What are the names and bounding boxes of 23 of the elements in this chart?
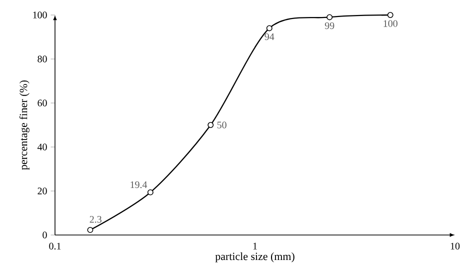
- x-tick-label: 10: [450, 242, 460, 250]
- y-tick-label: 60: [38, 100, 47, 106]
- point: [266, 25, 272, 32]
- data-label: 99: [324, 22, 334, 30]
- y-axis-title: percentage finer (%): [19, 80, 30, 170]
- x-tick-label: 0.1: [49, 242, 61, 250]
- x-tick-label: 1: [253, 242, 257, 250]
- point: [326, 14, 333, 20]
- data-label: 100: [384, 20, 398, 27]
- data-label: 2.3: [90, 216, 102, 223]
- y-tick-label: 20: [38, 188, 47, 194]
- y-tick-label: 80: [38, 56, 47, 62]
- data-label: 94: [264, 33, 274, 40]
- data-label: 19.4: [130, 181, 148, 188]
- point: [208, 122, 214, 128]
- point: [87, 226, 94, 233]
- point: [147, 189, 154, 196]
- y-tick-label: 100: [33, 12, 47, 18]
- data-label: 50: [217, 122, 226, 128]
- y-tick-label: 0: [42, 232, 47, 238]
- point: [387, 12, 394, 18]
- x-axis-title: particle size (mm): [215, 252, 294, 262]
- y-tick-label: 40: [37, 144, 47, 150]
